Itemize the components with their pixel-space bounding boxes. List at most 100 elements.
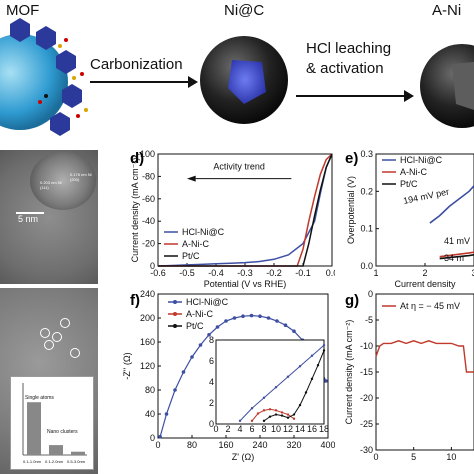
inset-data-point	[298, 403, 302, 407]
inset-data-point	[286, 416, 290, 419]
inset-data-point	[298, 365, 302, 368]
inset-frame	[215, 339, 325, 425]
x-tick-label: 80	[187, 440, 197, 450]
y-tick-label: 200	[140, 313, 155, 323]
y-tick-label: -40	[142, 216, 155, 226]
legend-label: HCl-Ni@C	[186, 297, 229, 307]
inset-data-point	[262, 419, 266, 423]
data-point	[275, 319, 279, 323]
mof-sphere	[0, 18, 88, 136]
activity-arrowhead	[187, 175, 196, 182]
data-point	[207, 333, 211, 337]
inset-data-point	[322, 344, 326, 347]
y-axis-label: Current density (mA cm⁻²)	[344, 320, 354, 425]
label-nic: Ni@C	[224, 2, 265, 19]
x-axis-label: Z' (Ω)	[232, 452, 254, 462]
legend-label: A-Ni-C	[186, 309, 213, 319]
inset-data-point	[268, 408, 272, 411]
histogram-tick: 0.5-3.0nm	[67, 459, 86, 464]
tafel-slope-label: 34 m	[444, 253, 464, 263]
inset-y-tick-label: 2	[209, 398, 214, 408]
y-tick-label: 40	[145, 409, 155, 419]
inset-x-tick-label: 10	[271, 424, 281, 434]
legend-label: At η = − 45 mV	[400, 301, 460, 311]
data-point	[266, 316, 271, 320]
inset-series-line	[239, 344, 325, 422]
x-tick-label: -0.5	[179, 268, 195, 278]
data-point	[292, 329, 296, 333]
inset-data-point	[310, 377, 314, 381]
panel-e-letter: e)	[345, 150, 359, 167]
histogram-tick: 0.1-2.0nm	[45, 459, 64, 464]
inset-data-point	[274, 386, 278, 389]
inset-data-point	[286, 413, 290, 416]
x-tick-label: 1	[373, 268, 378, 278]
scale-bar	[16, 212, 44, 214]
panel-g-letter: g)	[345, 292, 360, 309]
x-axis-label: Potential (V vs RHE)	[204, 279, 287, 289]
inset-y-tick-label: 4	[209, 377, 214, 387]
tem-inset-lattice	[30, 152, 96, 210]
data-point	[224, 319, 228, 323]
arrow-carbonization	[90, 76, 198, 88]
inset-data-point	[274, 413, 278, 416]
y-axis-label: Current density (mA cm⁻²)	[130, 158, 140, 263]
x-tick-label: 400	[320, 440, 335, 450]
data-point	[324, 379, 328, 383]
data-point	[173, 388, 177, 392]
y-axis-label: -Z'' (Ω)	[122, 352, 132, 379]
histogram-svg: Single atoms Nano clusters 0.1-1.0nm 0.1…	[22, 383, 87, 464]
y-tick-label: 80	[145, 385, 155, 395]
tafel-slope-label: 194 mV per	[402, 187, 450, 206]
tem-image-bottom: Single atoms Nano clusters 0.1-1.0nm 0.1…	[0, 288, 98, 474]
legend-label: Pt/C	[182, 251, 200, 261]
x-tick-label: 0	[155, 440, 160, 450]
inset-x-tick-label: 12	[283, 424, 293, 434]
nic-particle	[200, 36, 288, 124]
label-ani: A-Ni	[432, 2, 462, 19]
y-axis-label: Overpotential (V)	[346, 176, 356, 244]
histogram-inset: Single atoms Nano clusters 0.1-1.0nm 0.1…	[10, 376, 94, 470]
inset-data-point	[280, 411, 284, 414]
inset-data-point	[274, 409, 278, 412]
atom-circle	[40, 328, 50, 338]
tafel-slope-label: 41 mV	[444, 236, 470, 246]
series-line	[157, 153, 333, 267]
data-point	[181, 370, 186, 374]
y-tick-label: -20	[142, 239, 155, 249]
x-tick-label: -0.6	[150, 268, 166, 278]
histogram-bar	[71, 451, 85, 455]
legend-label: A-Ni-C	[182, 239, 209, 249]
y-tick-label: 0	[150, 261, 155, 271]
data-point	[249, 313, 254, 318]
atom-circle	[44, 340, 54, 350]
inset-data-point	[238, 419, 242, 423]
y-tick-label: 0.2	[360, 186, 373, 196]
series-line	[375, 340, 474, 373]
inset-data-point	[322, 349, 326, 352]
y-tick-label: -60	[142, 194, 155, 204]
chart-g-stability: 0 5 10 0 -5 -10 -15 -20 -25 -30 Current density (m…	[344, 290, 474, 462]
series-line	[439, 251, 474, 258]
histogram-bar	[49, 445, 63, 455]
inset-data-point	[268, 415, 272, 418]
inset-data-point	[310, 354, 314, 357]
inset-data-point	[304, 391, 308, 394]
x-tick-label: -0.3	[237, 268, 253, 278]
y-tick-label: 240	[140, 290, 155, 299]
y-tick-label: 0.3	[360, 149, 373, 159]
data-point	[198, 343, 203, 347]
y-tick-label: -20	[360, 393, 373, 403]
x-tick-label: -0.2	[266, 268, 282, 278]
series-line	[429, 185, 474, 224]
ani-particle	[420, 44, 474, 128]
legend-label: Pt/C	[400, 179, 418, 189]
inset-data-point	[256, 412, 260, 415]
fringe-label-1: 0.203 nm Ni (111)	[40, 180, 62, 190]
atom-circle	[52, 332, 62, 342]
legend-marker	[173, 312, 177, 316]
data-point	[158, 435, 162, 439]
inset-data-point	[262, 409, 266, 412]
y-tick-label: -15	[360, 367, 373, 377]
data-point	[232, 316, 237, 320]
